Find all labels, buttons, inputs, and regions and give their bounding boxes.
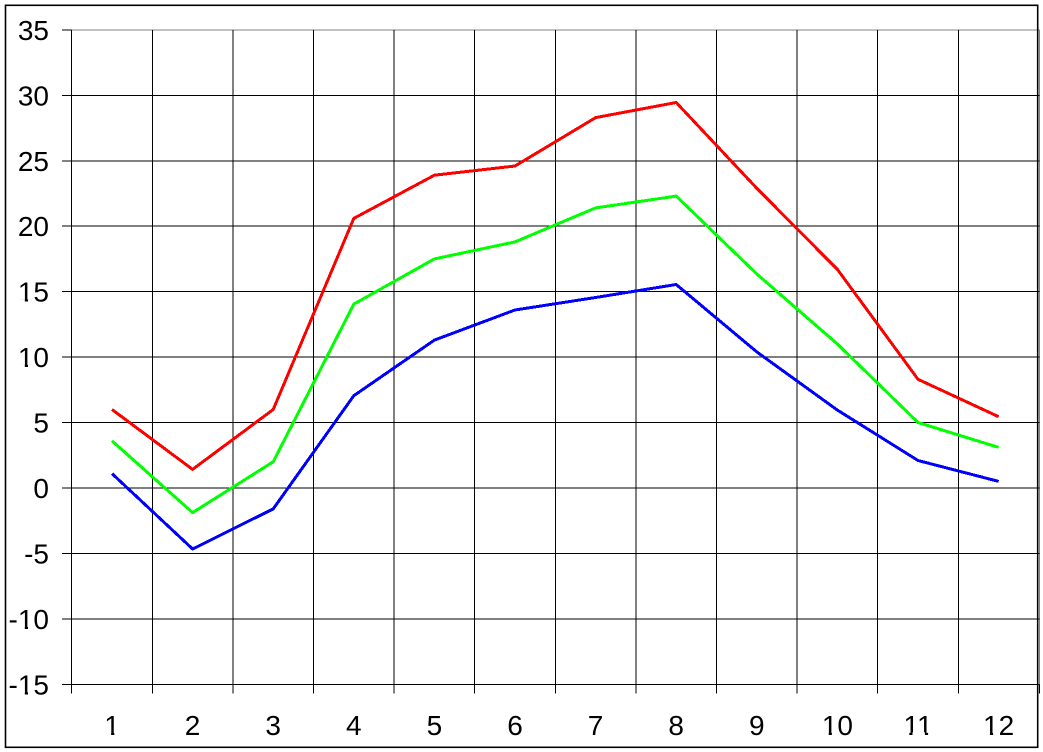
svg-text:30: 30 bbox=[18, 80, 49, 111]
svg-text:5: 5 bbox=[427, 710, 443, 741]
svg-text:10: 10 bbox=[822, 710, 853, 741]
svg-text:2: 2 bbox=[185, 710, 201, 741]
svg-text:9: 9 bbox=[749, 710, 765, 741]
svg-text:5: 5 bbox=[33, 408, 49, 439]
svg-text:6: 6 bbox=[507, 710, 523, 741]
svg-text:10: 10 bbox=[18, 342, 49, 373]
svg-text:1: 1 bbox=[104, 710, 120, 741]
svg-text:35: 35 bbox=[18, 15, 49, 46]
svg-text:7: 7 bbox=[588, 710, 604, 741]
svg-text:8: 8 bbox=[668, 710, 684, 741]
svg-text:25: 25 bbox=[18, 146, 49, 177]
svg-text:11: 11 bbox=[903, 710, 932, 741]
svg-text:3: 3 bbox=[265, 710, 281, 741]
svg-text:-10: -10 bbox=[9, 604, 49, 635]
svg-text:-5: -5 bbox=[24, 538, 49, 569]
svg-text:0: 0 bbox=[33, 473, 49, 504]
svg-text:12: 12 bbox=[983, 710, 1014, 741]
svg-text:15: 15 bbox=[18, 277, 49, 308]
svg-text:4: 4 bbox=[346, 710, 362, 741]
svg-text:20: 20 bbox=[18, 211, 49, 242]
svg-text:-15: -15 bbox=[9, 669, 49, 700]
